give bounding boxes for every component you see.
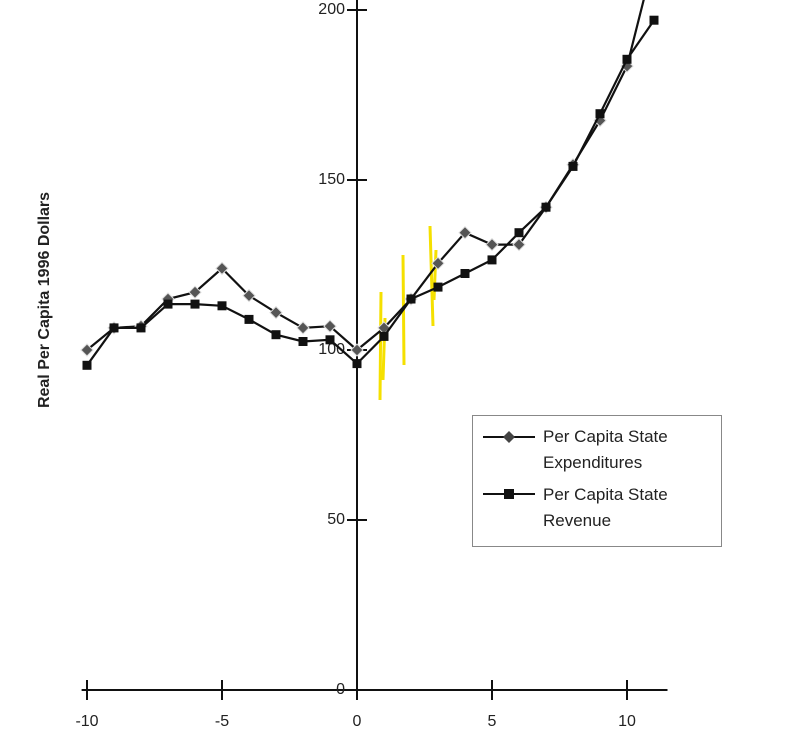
point-marker: [242, 288, 256, 303]
point-marker: [244, 314, 254, 324]
point-marker: [325, 335, 335, 345]
point-marker: [541, 202, 551, 212]
point-marker: [215, 261, 229, 276]
point-marker: [269, 305, 283, 320]
point-marker: [80, 343, 94, 357]
x-tick-label: 0: [353, 713, 362, 730]
point-marker: [352, 359, 362, 369]
point-marker: [109, 323, 119, 333]
point-marker: [271, 330, 281, 340]
y-tick-label: 200: [318, 1, 345, 18]
point-marker: [622, 54, 632, 64]
point-marker: [136, 323, 146, 333]
point-marker: [163, 299, 173, 309]
point-marker: [433, 282, 443, 292]
y-tick-label: 100: [318, 341, 345, 358]
point-marker: [649, 15, 659, 25]
point-marker: [485, 237, 499, 252]
point-marker: [431, 256, 445, 271]
point-marker: [379, 331, 389, 341]
point-marker: [514, 228, 524, 238]
point-marker: [458, 225, 472, 240]
point-marker: [190, 299, 200, 309]
point-marker: [512, 237, 526, 252]
legend-entry: Per Capita State Revenue: [543, 485, 668, 530]
x-tick-label: 10: [618, 713, 636, 730]
point-marker: [350, 343, 364, 357]
annotation-marks: [378, 225, 438, 401]
point-marker: [487, 255, 497, 265]
point-marker: [217, 301, 227, 311]
y-tick-label: 150: [318, 171, 345, 188]
legend: Per Capita State Expenditures Per Capita…: [472, 415, 722, 547]
plot-area: [80, 0, 659, 370]
point-marker: [82, 360, 92, 370]
legend-entry: Per Capita State Expenditures: [543, 427, 668, 472]
series-line: [86, 19, 655, 366]
point-marker: [595, 109, 605, 119]
point-marker: [296, 321, 310, 335]
x-tick-label: -10: [75, 713, 98, 730]
point-marker: [323, 319, 337, 333]
point-marker: [568, 161, 578, 171]
y-tick-label: 50: [327, 511, 345, 528]
y-tick-label: 0: [336, 681, 345, 698]
y-axis-label: Real Per Capita 1996 Dollars: [36, 192, 53, 408]
x-tick-label: 5: [488, 713, 497, 730]
legend-symbols: [483, 431, 535, 499]
point-marker: [406, 294, 416, 304]
point-marker: [188, 285, 202, 299]
point-marker: [298, 337, 308, 346]
point-marker: [460, 269, 470, 278]
x-tick-label: -5: [215, 713, 229, 730]
